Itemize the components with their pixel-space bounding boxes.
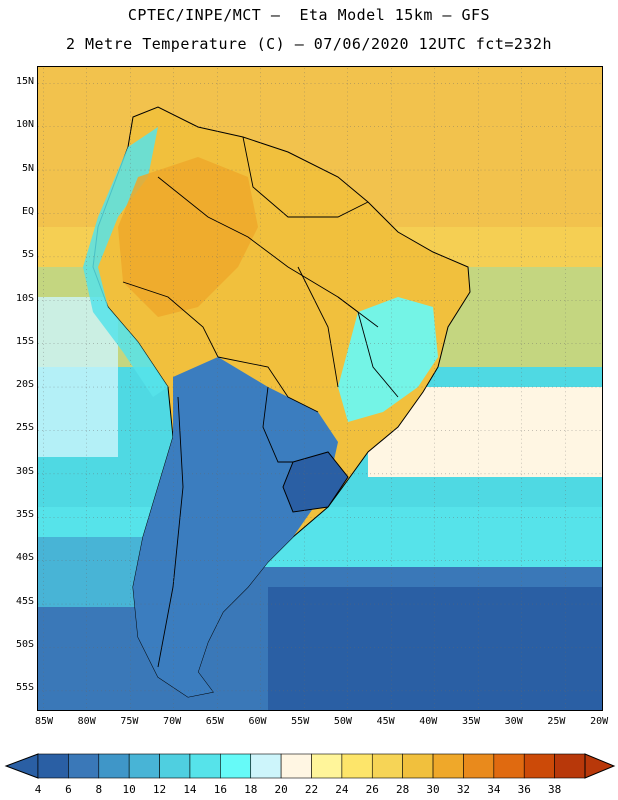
map-canvas bbox=[38, 67, 602, 710]
temperature-map bbox=[37, 66, 603, 711]
lat-label: EQ bbox=[21, 205, 34, 217]
colorbar-swatch bbox=[554, 753, 586, 779]
colorbar-swatch bbox=[371, 753, 403, 779]
lon-label: 35W bbox=[461, 716, 481, 727]
colorbar-tick-label: 30 bbox=[426, 783, 440, 796]
colorbar-tick-label: 34 bbox=[487, 783, 501, 796]
colorbar-swatch bbox=[98, 753, 130, 779]
colorbar-high-arrow bbox=[584, 753, 616, 779]
lat-label: 20S bbox=[15, 379, 34, 391]
lon-label: 80W bbox=[77, 716, 96, 727]
colorbar-swatch bbox=[311, 753, 343, 779]
lat-label: 5N bbox=[21, 162, 34, 174]
colorbar-swatch bbox=[280, 753, 312, 779]
colorbar-swatch bbox=[493, 753, 525, 779]
colorbar-tick-label: 10 bbox=[122, 783, 136, 796]
colorbar-swatch bbox=[402, 753, 434, 779]
colorbar-swatch bbox=[523, 753, 555, 779]
colorbar-swatch bbox=[341, 753, 373, 779]
colorbar-low-arrow bbox=[4, 753, 39, 779]
colorbar-swatch bbox=[128, 753, 160, 779]
colorbar-tick-label: 32 bbox=[456, 783, 471, 796]
colorbar-swatch bbox=[463, 753, 495, 779]
lon-label: 60W bbox=[248, 716, 267, 727]
colorbar-swatch bbox=[189, 753, 221, 779]
lon-label: 75W bbox=[120, 716, 139, 727]
lon-label: 85W bbox=[34, 716, 54, 727]
colorbar-swatch bbox=[37, 753, 69, 779]
lon-label: 65W bbox=[205, 716, 224, 727]
lon-label: 40W bbox=[419, 716, 438, 727]
colorbar-tick-label: 4 bbox=[34, 783, 42, 796]
lat-label: 10N bbox=[15, 119, 34, 131]
colorbar-swatch bbox=[68, 753, 100, 779]
colorbar-tick-label: 16 bbox=[213, 783, 227, 796]
lat-lon-grid bbox=[38, 67, 602, 710]
chart-title-line2: 2 Metre Temperature (C) – 07/06/2020 12U… bbox=[65, 35, 553, 53]
colorbar-tick-label: 6 bbox=[65, 783, 72, 796]
colorbar-tick-label: 36 bbox=[517, 783, 531, 796]
lat-label: 45S bbox=[15, 595, 34, 607]
lat-label: 15N bbox=[15, 76, 34, 87]
lat-label: 5S bbox=[21, 249, 34, 261]
lon-label: 50W bbox=[333, 716, 352, 727]
colorbar-tick-label: 8 bbox=[95, 783, 103, 796]
lat-label: 40S bbox=[15, 552, 34, 564]
chart-title-line1: CPTEC/INPE/MCT – Eta Model 15km – GFS bbox=[127, 6, 491, 24]
lon-label: 45W bbox=[376, 716, 395, 727]
lat-label: 30S bbox=[15, 465, 34, 477]
colorbar-swatch bbox=[159, 753, 191, 779]
lon-label: 25W bbox=[547, 716, 566, 727]
lon-label: 70W bbox=[163, 716, 182, 727]
colorbar-tick-label: 28 bbox=[396, 783, 410, 796]
colorbar-swatch bbox=[250, 753, 282, 779]
colorbar-tick-label: 38 bbox=[547, 783, 562, 796]
colorbar-tick-label: 18 bbox=[244, 783, 258, 796]
lon-label: 30W bbox=[504, 716, 523, 727]
lat-label: 15S bbox=[15, 335, 34, 347]
colorbar-tick-label: 12 bbox=[152, 783, 167, 796]
lat-label: 55S bbox=[15, 682, 34, 694]
lat-label: 50S bbox=[15, 638, 34, 650]
lon-label: 55W bbox=[291, 716, 310, 727]
lat-label: 25S bbox=[15, 422, 34, 434]
colorbar-swatch bbox=[432, 753, 464, 779]
colorbar-tick-label: 14 bbox=[183, 783, 197, 796]
colorbar-tick-label: 20 bbox=[274, 783, 288, 796]
colorbar bbox=[4, 753, 616, 779]
lat-label: 35S bbox=[15, 509, 34, 520]
colorbar-tick-label: 26 bbox=[365, 783, 379, 796]
colorbar-tick-label: 24 bbox=[335, 783, 349, 796]
colorbar-swatch bbox=[220, 753, 252, 779]
lon-label: 20W bbox=[590, 716, 609, 727]
lat-label: 10S bbox=[15, 292, 34, 304]
colorbar-tick-label: 22 bbox=[304, 783, 319, 796]
